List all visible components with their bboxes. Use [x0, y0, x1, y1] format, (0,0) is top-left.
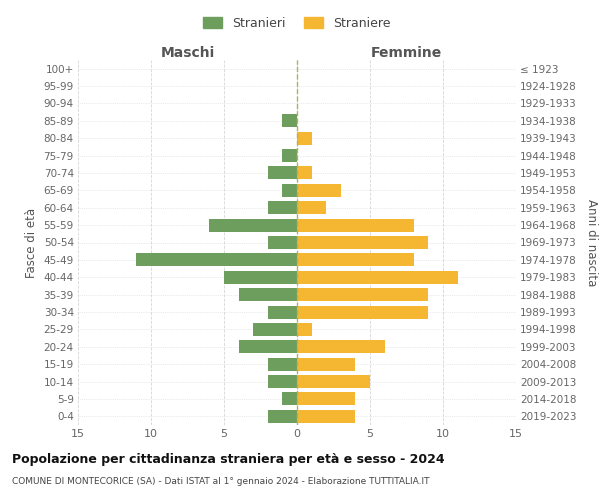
Bar [297, 306, 428, 318]
Bar [268, 375, 297, 388]
Y-axis label: Anni di nascita: Anni di nascita [585, 199, 598, 286]
Text: Popolazione per cittadinanza straniera per età e sesso - 2024: Popolazione per cittadinanza straniera p… [12, 452, 445, 466]
Bar [297, 236, 428, 249]
Bar [268, 166, 297, 179]
Text: Maschi: Maschi [160, 46, 215, 60]
Bar [209, 218, 297, 232]
Bar [268, 410, 297, 423]
Bar [136, 254, 297, 266]
Y-axis label: Fasce di età: Fasce di età [25, 208, 38, 278]
Bar [297, 132, 311, 144]
Bar [283, 184, 297, 197]
Bar [297, 375, 370, 388]
Bar [224, 270, 297, 284]
Text: COMUNE DI MONTECORICE (SA) - Dati ISTAT al 1° gennaio 2024 - Elaborazione TUTTIT: COMUNE DI MONTECORICE (SA) - Dati ISTAT … [12, 478, 430, 486]
Bar [283, 114, 297, 128]
Bar [297, 166, 311, 179]
Bar [239, 340, 297, 353]
Text: Femmine: Femmine [371, 46, 442, 60]
Bar [297, 254, 414, 266]
Legend: Stranieri, Straniere: Stranieri, Straniere [199, 12, 395, 34]
Bar [283, 392, 297, 406]
Bar [297, 288, 428, 301]
Bar [297, 184, 341, 197]
Bar [297, 410, 355, 423]
Bar [297, 340, 385, 353]
Bar [297, 392, 355, 406]
Bar [268, 236, 297, 249]
Bar [297, 218, 414, 232]
Bar [268, 358, 297, 370]
Bar [283, 149, 297, 162]
Bar [297, 358, 355, 370]
Bar [297, 323, 311, 336]
Bar [268, 201, 297, 214]
Bar [297, 270, 458, 284]
Bar [253, 323, 297, 336]
Bar [239, 288, 297, 301]
Bar [268, 306, 297, 318]
Bar [297, 201, 326, 214]
